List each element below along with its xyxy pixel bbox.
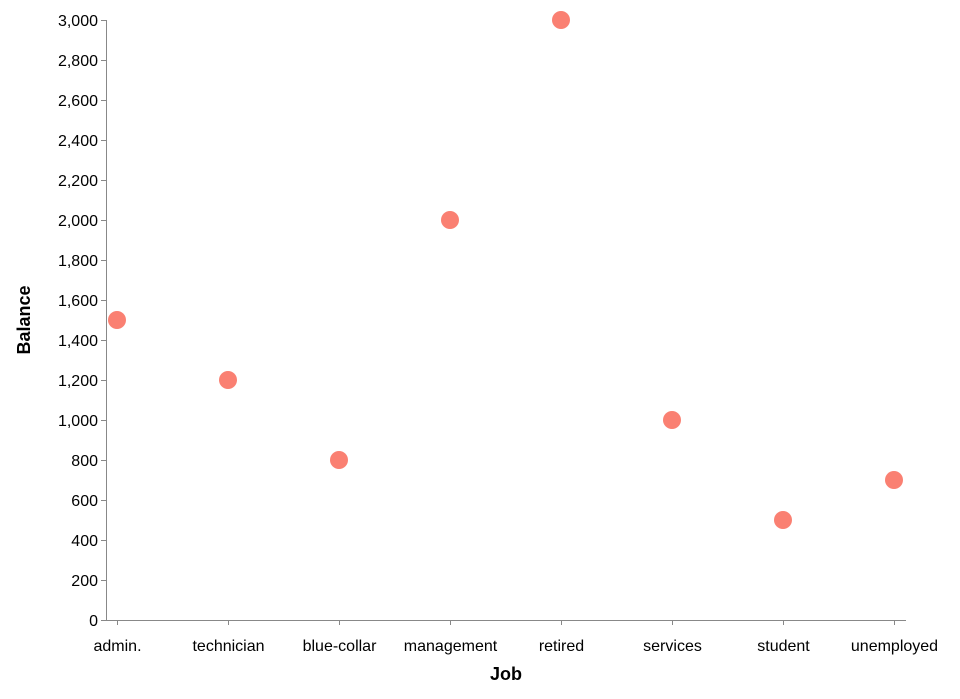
- x-axis-title: Job: [490, 664, 522, 684]
- x-tick-label: retired: [539, 638, 584, 655]
- y-tick-label: 200: [71, 573, 98, 590]
- data-point: [885, 471, 903, 489]
- x-tick-label: admin.: [93, 638, 141, 655]
- y-tick-label: 0: [89, 613, 98, 630]
- x-tick-label: technician: [192, 638, 264, 655]
- data-point: [108, 311, 126, 329]
- y-tick-label: 1,600: [58, 293, 98, 310]
- data-point: [219, 371, 237, 389]
- x-tick-label: unemployed: [851, 638, 938, 655]
- y-tick-label: 1,000: [58, 413, 98, 430]
- x-tick-label: blue-collar: [303, 638, 377, 655]
- y-tick-label: 1,800: [58, 253, 98, 270]
- y-axis: 0 200 400 600 800 1,000 1,200 1,400 1,600 1,800 2,…: [58, 13, 107, 630]
- y-tick-label: 2,600: [58, 93, 98, 110]
- data-point: [441, 211, 459, 229]
- y-tick-label: 3,000: [58, 13, 98, 30]
- data-point: [663, 411, 681, 429]
- x-tick-label: management: [404, 638, 498, 655]
- data-point: [552, 11, 570, 29]
- y-tick-label: 400: [71, 533, 98, 550]
- y-tick-label: 2,200: [58, 173, 98, 190]
- y-tick-label: 1,400: [58, 333, 98, 350]
- x-tick-label: student: [757, 638, 810, 655]
- y-axis-title: Balance: [14, 285, 34, 354]
- y-tick-label: 2,400: [58, 133, 98, 150]
- x-axis: admin. technician blue-collar management ret…: [93, 620, 938, 655]
- data-point: [330, 451, 348, 469]
- y-tick-label: 2,000: [58, 213, 98, 230]
- y-tick-label: 2,800: [58, 53, 98, 70]
- data-point: [774, 511, 792, 529]
- y-tick-label: 1,200: [58, 373, 98, 390]
- y-tick-label: 800: [71, 453, 98, 470]
- x-tick-label: services: [643, 638, 702, 655]
- y-tick-label: 600: [71, 493, 98, 510]
- data-points: [108, 11, 903, 529]
